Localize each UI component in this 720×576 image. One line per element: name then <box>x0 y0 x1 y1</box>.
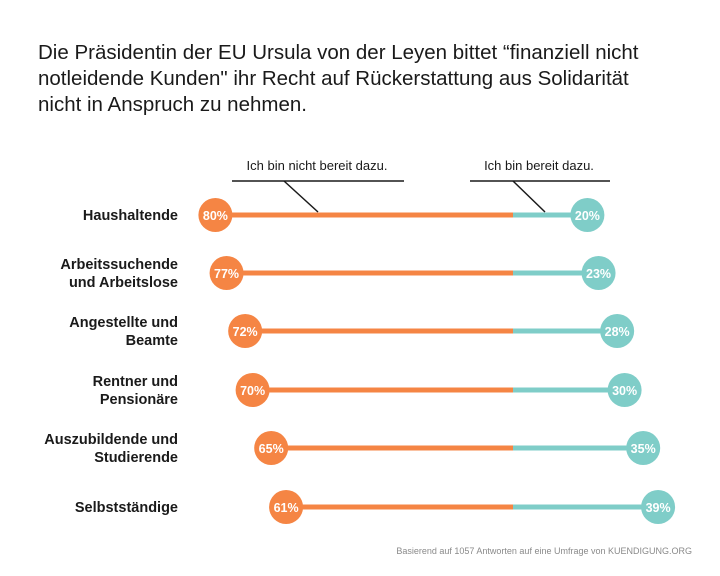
dot-ready <box>570 198 605 232</box>
category-label-line: Haushaltende <box>83 208 178 224</box>
category-label: Selbstständige <box>75 500 178 516</box>
category-label-line: Arbeitssuchende <box>60 257 178 273</box>
dot-not-ready <box>269 490 304 524</box>
dot-not-ready <box>209 256 244 290</box>
dot-ready <box>581 256 616 290</box>
category-label-line: Beamte <box>126 333 178 349</box>
chart-title-line: notleidende Kunden" ihr Recht auf Rücker… <box>38 67 629 90</box>
data-label-not-ready: 77% <box>214 267 239 281</box>
category-label: Angestellte und Beamte <box>69 315 178 349</box>
data-label-not-ready: 72% <box>233 325 258 339</box>
category-label: Arbeitssuchende und Arbeitslose <box>60 257 178 291</box>
dot-ready <box>600 314 635 348</box>
source-footnote: Basierend auf 1057 Antworten auf eine Um… <box>396 546 692 556</box>
data-label-ready: 20% <box>575 209 600 223</box>
legend-not-ready-leader <box>283 180 319 213</box>
category-label-line: Rentner und <box>93 374 178 390</box>
chart-title: Die Präsidentin der EU Ursula von der Le… <box>38 40 678 118</box>
legend-ready-leader <box>512 180 546 213</box>
category-label-line: Angestellte und <box>69 315 178 331</box>
dot-not-ready <box>228 314 263 348</box>
dot-not-ready <box>254 431 289 465</box>
category-label-line: und Arbeitslose <box>69 275 178 291</box>
data-label-not-ready: 70% <box>240 384 265 398</box>
data-label-ready: 35% <box>631 442 656 456</box>
category-label-line: Pensionäre <box>100 392 178 408</box>
legend-ready: Ich bin bereit dazu. <box>484 158 594 173</box>
data-label-not-ready: 61% <box>274 501 299 515</box>
data-label-not-ready: 80% <box>203 209 228 223</box>
dot-not-ready <box>198 198 233 232</box>
data-label-ready: 30% <box>612 384 637 398</box>
dot-not-ready <box>235 373 270 407</box>
dot-ready <box>607 373 642 407</box>
data-label-ready: 28% <box>605 325 630 339</box>
dot-ready <box>641 490 676 524</box>
chart-title-line: Die Präsidentin der EU Ursula von der Le… <box>38 41 639 64</box>
category-label: Rentner und Pensionäre <box>93 374 178 408</box>
data-label-ready: 39% <box>646 501 671 515</box>
legend-not-ready: Ich bin nicht bereit dazu. <box>247 158 388 173</box>
chart-title-line: nicht in Anspruch zu nehmen. <box>38 93 307 116</box>
category-label: Auszubildende und Studierende <box>44 432 178 466</box>
dot-ready <box>626 431 661 465</box>
category-label-line: Studierende <box>94 450 178 466</box>
category-label-line: Auszubildende und <box>44 432 178 448</box>
category-label: Haushaltende <box>83 208 178 224</box>
category-label-line: Selbstständige <box>75 500 178 516</box>
data-label-ready: 23% <box>586 267 611 281</box>
data-label-not-ready: 65% <box>259 442 284 456</box>
